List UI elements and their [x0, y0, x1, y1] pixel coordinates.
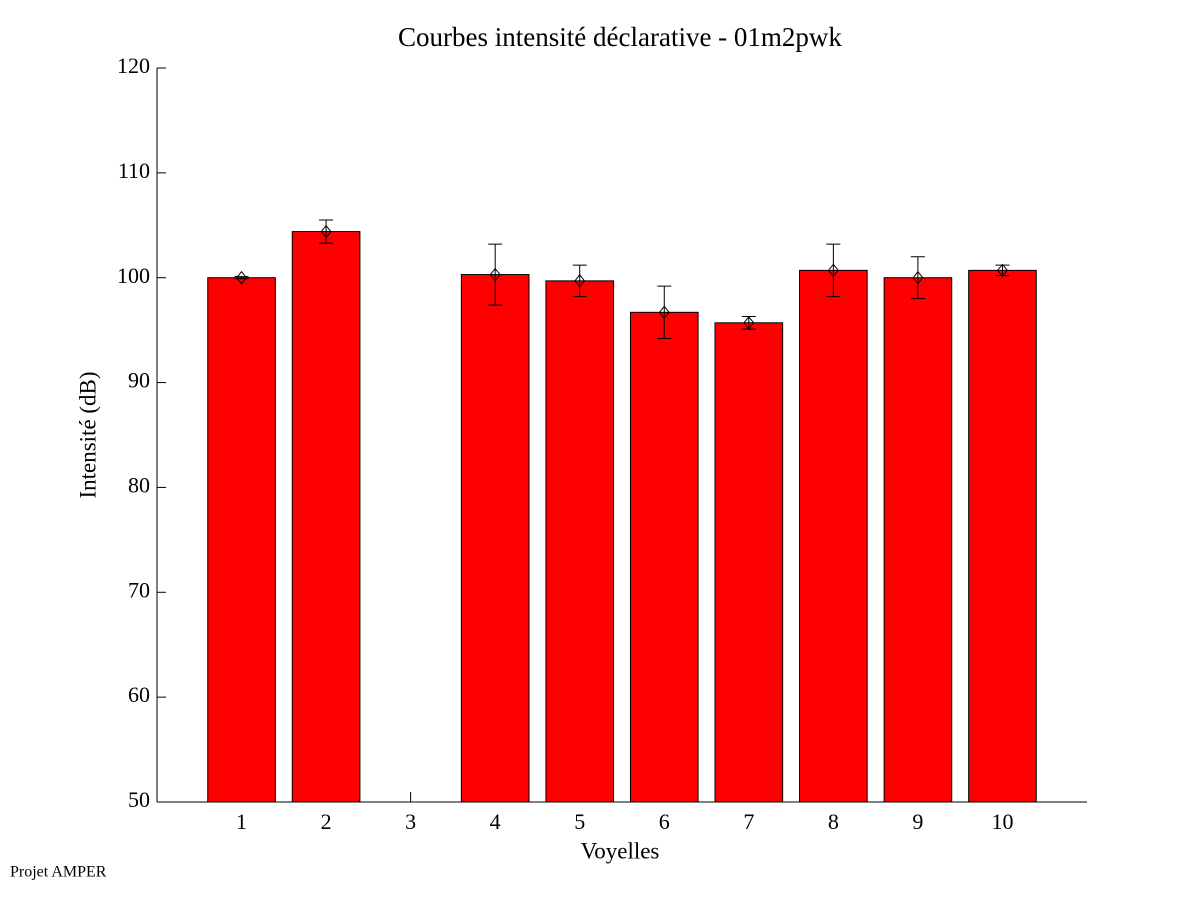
error-bar — [319, 219, 334, 244]
bar — [460, 274, 530, 803]
mean-marker — [658, 305, 670, 320]
mean-marker — [489, 267, 501, 282]
y-axis-label: Intensité (dB) — [75, 371, 100, 498]
y-tick-label: 70 — [128, 577, 150, 602]
mean-marker — [997, 263, 1008, 278]
x-tick-label: 4 — [490, 809, 501, 834]
bar — [799, 269, 868, 803]
x-tick-label: 6 — [659, 809, 670, 834]
x-tick-label: 8 — [828, 809, 839, 834]
y-tick-label: 120 — [117, 53, 150, 78]
mean-marker — [320, 224, 332, 239]
error-bar — [657, 285, 672, 340]
bar — [629, 311, 699, 803]
y-tick-label: 90 — [128, 368, 150, 393]
bar — [207, 277, 276, 803]
mean-marker — [743, 316, 755, 330]
x-tick-label: 9 — [912, 809, 923, 834]
footer: Projet AMPER — [10, 864, 107, 881]
bar — [714, 322, 784, 803]
mean-marker — [236, 270, 247, 285]
bar — [545, 280, 615, 803]
x-tick-label: 3 — [405, 809, 416, 834]
chart-title: Courbes intensité déclarative - 01m2pwk — [398, 22, 842, 52]
mean-marker — [574, 274, 586, 288]
x-axis-label: Voyelles — [581, 838, 660, 863]
x-tick-label: 5 — [574, 809, 585, 834]
y-tick-label: 80 — [128, 472, 150, 497]
mean-marker — [827, 263, 839, 278]
y-tick-label: 110 — [118, 158, 150, 183]
bar — [291, 231, 361, 803]
error-bar — [826, 243, 841, 298]
bar — [968, 269, 1037, 803]
x-tick-label: 7 — [743, 809, 754, 834]
y-tick-label: 100 — [117, 263, 150, 288]
bar — [883, 277, 953, 803]
error-bar — [572, 264, 587, 298]
x-tick-label: 10 — [991, 809, 1013, 834]
y-tick-label: 50 — [128, 787, 150, 812]
mean-marker — [912, 270, 924, 285]
x-tick-label: 2 — [321, 809, 332, 834]
x-tick-label: 1 — [236, 809, 247, 834]
error-bar — [234, 276, 249, 280]
y-tick-label: 60 — [128, 682, 150, 707]
error-bar — [488, 243, 503, 306]
error-bar — [910, 256, 925, 300]
